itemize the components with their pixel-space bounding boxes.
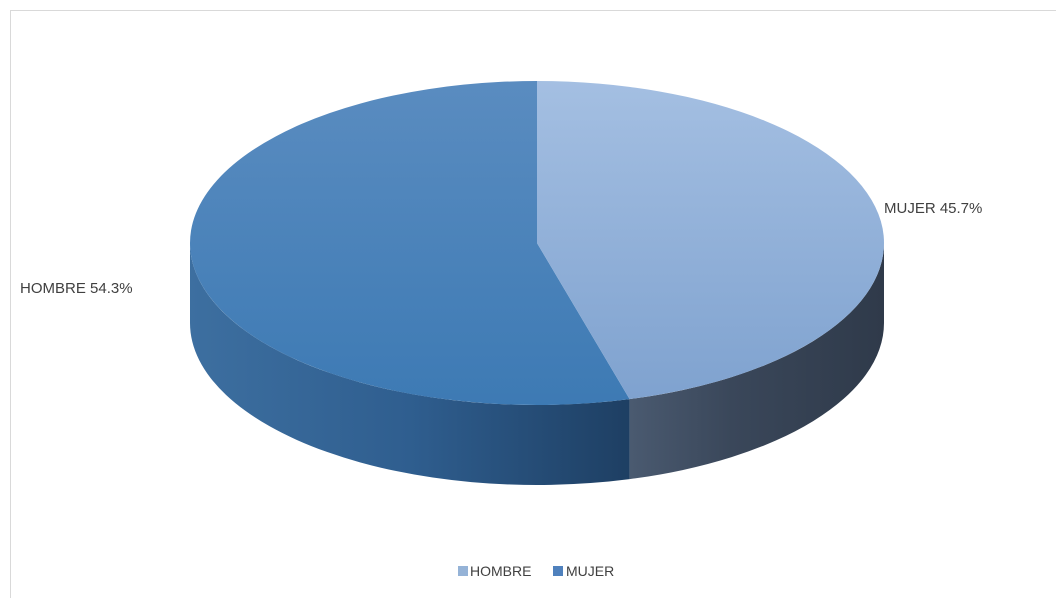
- pie-slice-mujer: [537, 81, 884, 400]
- pie-side-mujer: [629, 243, 884, 480]
- legend-swatch-mujer: [553, 566, 563, 576]
- pie-slice-hombre: [189, 81, 630, 405]
- data-label-mujer: MUJER 45.7%: [884, 200, 982, 217]
- legend-label-hombre: HOMBRE: [470, 563, 531, 579]
- legend-swatch-hombre: [458, 566, 468, 576]
- pie-side-hombre: [190, 243, 630, 485]
- legend-label-mujer: MUJER: [566, 563, 614, 579]
- data-label-hombre: HOMBRE 54.3%: [20, 280, 133, 297]
